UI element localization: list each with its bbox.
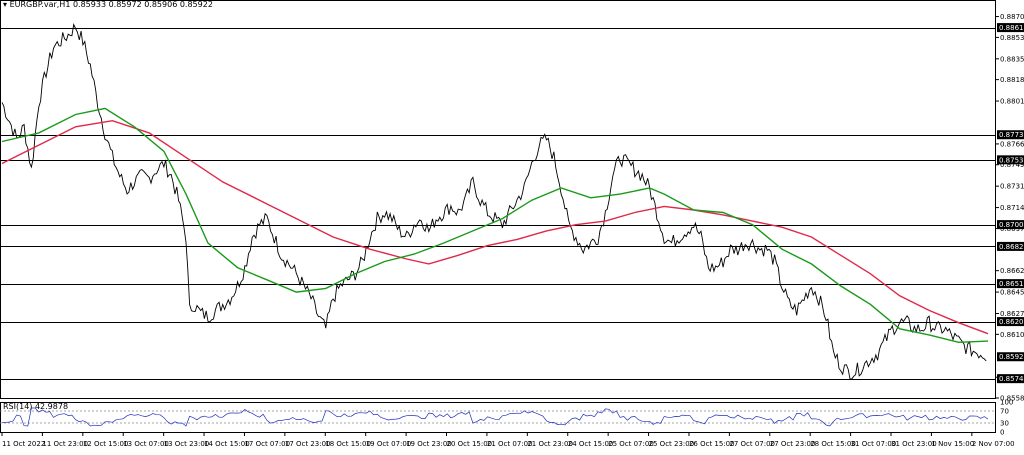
main-plot-frame [0, 0, 996, 399]
time-tick-label: 11 Oct 2022 [2, 440, 45, 448]
ma-slow-line [1, 119, 989, 335]
rsi-label: RSI(14) 42.9878 [3, 402, 69, 411]
level-price-tag [997, 155, 1024, 165]
level-price-label: 0.85743 [999, 375, 1024, 383]
level-price-tag [997, 279, 1024, 289]
rsi-tick-label: 70 [1000, 408, 1009, 416]
level-price-tag [997, 130, 1024, 140]
time-tick-label: 11 Oct 23:00 [42, 440, 88, 448]
price-tick-label: 0.86105 [1000, 331, 1024, 339]
price-tick-label: 0.87315 [1000, 183, 1024, 191]
price-series [1, 22, 987, 380]
level-price-label: 0.85922 [999, 353, 1024, 361]
rsi-line [1, 407, 989, 427]
level-price-label: 0.87735 [999, 131, 1024, 139]
level-price-label: 0.87001 [999, 221, 1024, 229]
level-price-tag [997, 374, 1024, 384]
level-price-tag [997, 241, 1024, 251]
time-tick-label: 19 Oct 23:00 [406, 440, 452, 448]
price-tick-label: 0.86625 [1000, 267, 1024, 275]
time-tick-label: 26 Oct 15:00 [689, 440, 735, 448]
time-tick-label: 31 Oct 23:00 [891, 440, 937, 448]
moving-averages [1, 107, 989, 344]
level-price-tag [997, 317, 1024, 327]
level-price-label: 0.86209 [999, 318, 1024, 326]
time-tick-label: 13 Oct 23:00 [164, 440, 210, 448]
price-tick-label: 0.86275 [1000, 310, 1024, 318]
symbol-ohlc-text: EURGBP.var,H1 0.85933 0.85972 0.85906 0.… [9, 0, 213, 9]
rsi-tick-label: 30 [1000, 420, 1009, 428]
symbol-header: ▾ EURGBP.var,H1 0.85933 0.85972 0.85906 … [3, 0, 213, 9]
price-tick-label: 0.85585 [1000, 395, 1024, 403]
price-tick-label: 0.88355 [1000, 55, 1024, 63]
level-price-label: 0.86519 [999, 280, 1024, 288]
time-tick-label: 24 Oct 15:00 [568, 440, 614, 448]
time-tick-label: 12 Oct 15:00 [83, 440, 129, 448]
level-price-tag [997, 23, 1024, 33]
time-tick-label: 1 Nov 15:00 [931, 440, 974, 448]
time-tick-label: 28 Oct 15:00 [810, 440, 856, 448]
time-tick-label: 2 Nov 07:00 [972, 440, 1015, 448]
time-tick-label: 31 Oct 07:00 [851, 440, 897, 448]
time-tick-label: 25 Oct 23:00 [649, 440, 695, 448]
collapse-triangle-icon[interactable]: ▾ [3, 0, 8, 9]
time-tick-label: 19 Oct 07:00 [366, 440, 412, 448]
time-tick-label: 21 Oct 07:00 [487, 440, 533, 448]
horizontal-levels [0, 28, 996, 380]
price-tick-label: 0.88185 [1000, 76, 1024, 84]
rsi-tick-label: 0 [1000, 429, 1004, 437]
time-tick-label: 18 Oct 15:00 [325, 440, 371, 448]
level-price-tag [997, 352, 1024, 362]
time-tick-label: 17 Oct 07:00 [244, 440, 290, 448]
rsi-tick-label: 100 [1000, 399, 1013, 407]
rsi-frame [0, 402, 996, 433]
price-line [1, 22, 987, 380]
time-tick-label: 13 Oct 07:00 [123, 440, 169, 448]
time-tick-label: 27 Oct 23:00 [770, 440, 816, 448]
level-price-tag [997, 220, 1024, 230]
time-tick-label: 14 Oct 15:00 [204, 440, 250, 448]
time-tick-label: 25 Oct 07:00 [608, 440, 654, 448]
level-price-label: 0.86823 [999, 243, 1024, 251]
time-tick-label: 20 Oct 15:00 [447, 440, 493, 448]
ma-fast-line [1, 107, 989, 344]
time-tick-label: 17 Oct 23:00 [285, 440, 331, 448]
time-tick-label: 27 Oct 07:00 [729, 440, 775, 448]
time-tick-label: 21 Oct 23:00 [527, 440, 573, 448]
